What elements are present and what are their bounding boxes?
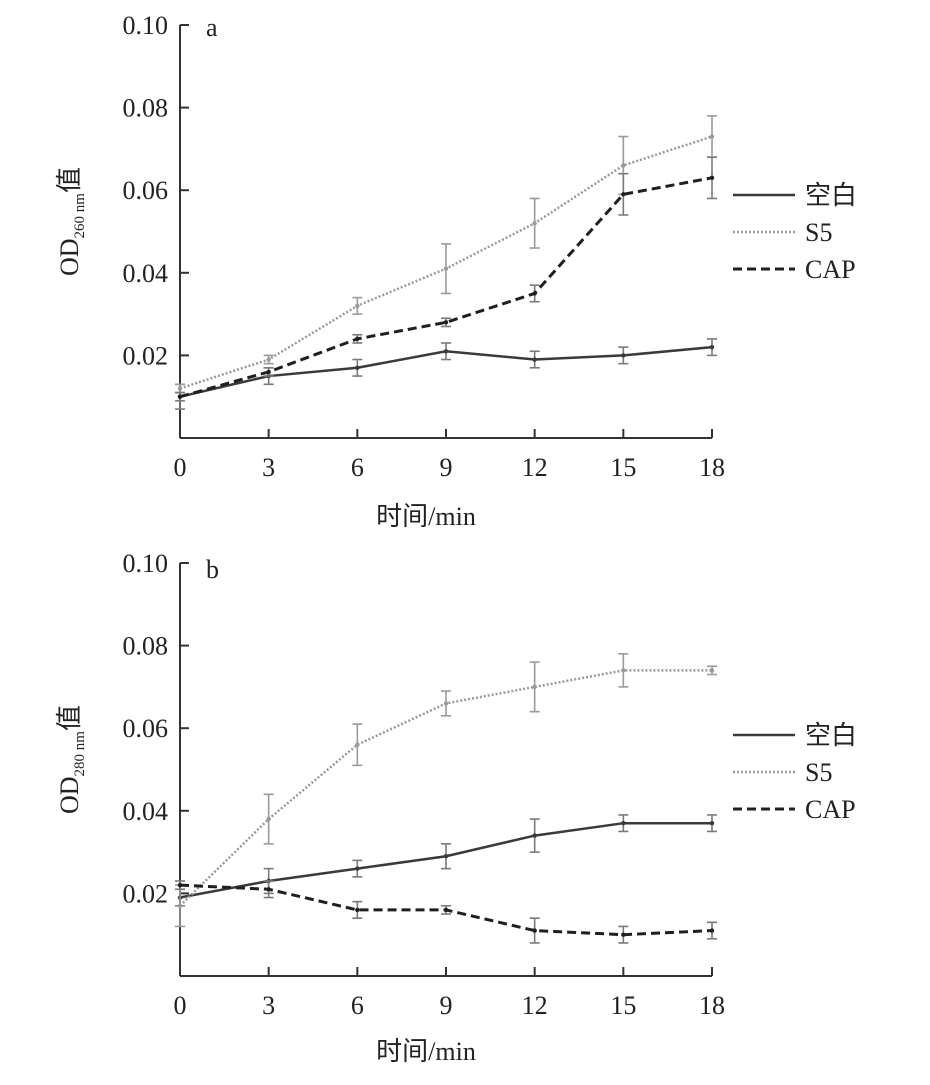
y-tick-label: 0.04 xyxy=(123,797,169,826)
x-tick-label: 6 xyxy=(351,453,364,482)
x-tick-label: 0 xyxy=(174,991,187,1020)
legend: 空白 S5 CAP xyxy=(733,721,857,824)
data-point xyxy=(355,742,360,747)
y-axis-label-suffix: 值 xyxy=(55,167,84,193)
data-point xyxy=(443,701,449,706)
y-tick-label: 0.06 xyxy=(123,714,169,743)
data-point xyxy=(709,344,715,350)
data-point xyxy=(355,866,360,871)
y-tick-label: 0.08 xyxy=(123,632,169,661)
y-axis-label-subscript: 280 nm xyxy=(72,731,88,777)
y-tick-label: 0.10 xyxy=(123,11,169,40)
data-point xyxy=(266,369,271,375)
legend-label: 空白 xyxy=(805,721,857,750)
x-tick-label: 3 xyxy=(262,991,275,1020)
data-point xyxy=(621,353,626,358)
legend-label: S5 xyxy=(805,758,832,787)
legend-label: CAP xyxy=(805,795,856,824)
data-point xyxy=(443,854,449,859)
chart-panel-b: 0.02 0.04 0.06 0.08 0.10 0 3 6 9 12 15 18 b 时间/min OD2… xyxy=(55,549,857,1066)
series-s5 xyxy=(175,653,717,928)
data-point xyxy=(709,134,715,139)
y-tick-label: 0.02 xyxy=(123,341,169,370)
y-axis-label: OD260 nm值 xyxy=(55,167,88,276)
data-point xyxy=(532,928,537,933)
data-point xyxy=(355,365,360,370)
y-axis-label-main: OD xyxy=(55,238,84,276)
legend-label: S5 xyxy=(805,218,832,247)
y-axis-label-subscript: 260 nm xyxy=(72,193,88,239)
data-point xyxy=(621,932,626,937)
data-point xyxy=(443,907,449,913)
y-tick-label: 0.04 xyxy=(123,259,169,288)
data-point xyxy=(709,668,715,673)
x-tick-label: 18 xyxy=(699,453,725,482)
legend-label: CAP xyxy=(805,255,856,284)
y-tick-label: 0.08 xyxy=(123,94,169,123)
data-point xyxy=(443,320,449,325)
data-point xyxy=(709,175,715,181)
x-tick-label: 6 xyxy=(351,991,364,1020)
data-point xyxy=(177,903,183,908)
legend-label: 空白 xyxy=(805,181,857,210)
data-point xyxy=(532,684,537,690)
series-blank xyxy=(175,338,717,410)
data-point xyxy=(443,349,449,354)
x-axis-label: 时间/min xyxy=(376,502,476,531)
x-tick-label: 3 xyxy=(262,453,275,482)
data-point xyxy=(532,291,537,296)
data-point xyxy=(355,907,360,913)
series-cap xyxy=(175,156,717,402)
data-point xyxy=(532,221,537,226)
x-tick-label: 9 xyxy=(440,991,453,1020)
data-point xyxy=(266,887,271,892)
data-point xyxy=(621,192,626,197)
data-point xyxy=(177,882,183,888)
panel-letter: b xyxy=(206,555,219,584)
data-point xyxy=(355,336,360,342)
data-point xyxy=(355,303,360,309)
data-point xyxy=(532,357,537,362)
series-blank xyxy=(175,814,717,907)
x-tick-label: 0 xyxy=(174,453,187,482)
data-point xyxy=(177,386,183,391)
y-axis-label: OD280 nm值 xyxy=(55,705,88,814)
data-point xyxy=(621,820,626,826)
x-tick-label: 12 xyxy=(522,453,548,482)
data-point xyxy=(621,668,626,673)
y-axis-label-suffix: 值 xyxy=(55,705,84,731)
data-point xyxy=(709,928,715,933)
y-tick-label: 0.02 xyxy=(123,879,169,908)
chart-panel-a: 0.02 0.04 0.06 0.08 0.10 0 3 6 9 12 15 18 a 时间/min OD2… xyxy=(55,11,857,531)
x-tick-label: 15 xyxy=(610,453,636,482)
data-point xyxy=(266,816,271,822)
y-axis-label-main: OD xyxy=(55,776,84,814)
legend: 空白 S5 CAP xyxy=(733,181,857,284)
y-tick-label: 0.06 xyxy=(123,176,169,205)
x-tick-label: 18 xyxy=(699,991,725,1020)
panel-letter: a xyxy=(206,13,218,42)
data-point xyxy=(266,357,271,362)
series-cap xyxy=(175,880,717,944)
x-tick-label: 12 xyxy=(522,991,548,1020)
y-tick-label: 0.10 xyxy=(123,549,169,578)
x-tick-label: 9 xyxy=(440,453,453,482)
x-tick-label: 15 xyxy=(610,991,636,1020)
data-point xyxy=(443,266,449,271)
data-point xyxy=(177,394,183,399)
data-point xyxy=(709,820,715,826)
x-axis-label: 时间/min xyxy=(376,1037,476,1066)
data-point xyxy=(532,833,537,838)
data-point xyxy=(621,163,626,168)
